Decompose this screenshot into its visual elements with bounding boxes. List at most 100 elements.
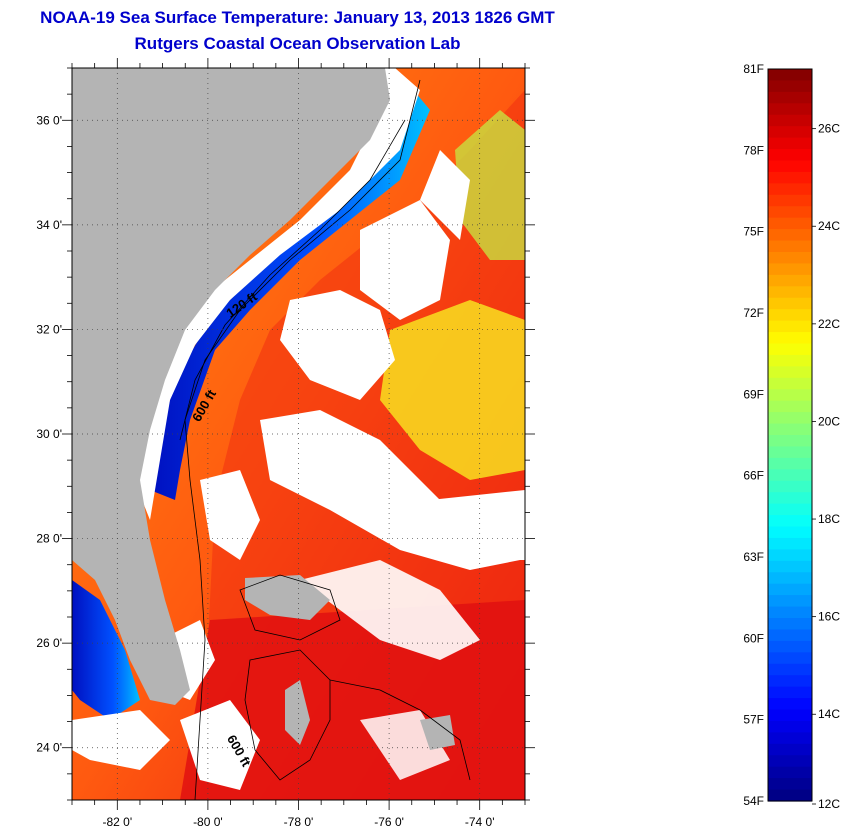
map-subtitle: Rutgers Coastal Ocean Observation Lab <box>134 34 461 53</box>
colorbar-swatch <box>768 457 812 470</box>
lat-lon-grid <box>72 68 525 800</box>
celsius-label: 20C <box>818 414 840 428</box>
bahamas-island-3 <box>420 715 455 750</box>
colorbar-swatch <box>768 114 812 127</box>
colorbar-swatch <box>768 80 812 93</box>
colorbar-swatch <box>768 389 812 402</box>
x-tick-label: -80 0' <box>193 815 223 829</box>
colorbar-swatch <box>768 537 812 550</box>
celsius-label: 16C <box>818 610 840 624</box>
colorbar-swatch <box>768 469 812 482</box>
colorbar-swatch <box>768 526 812 539</box>
colorbar-swatch <box>768 480 812 493</box>
colorbar-swatch <box>768 286 812 299</box>
colorbar-swatch <box>768 640 812 653</box>
colorbar-swatch <box>768 583 812 596</box>
colorbar-swatch <box>768 492 812 505</box>
map-title: NOAA-19 Sea Surface Temperature: January… <box>40 8 555 27</box>
colorbar-swatch <box>768 675 812 688</box>
temperature-colorbar: 81F 78F 75F 72F 69F 66F 63F 60F 57F 54F 12C 14C 16C 1… <box>743 62 840 811</box>
x-tick-label: -74 0' <box>465 815 495 829</box>
fahrenheit-label: 57F <box>743 713 764 727</box>
colorbar-swatch <box>768 377 812 390</box>
fahrenheit-label: 81F <box>743 62 764 76</box>
colorbar-swatch <box>768 194 812 207</box>
colorbar-swatch <box>768 560 812 573</box>
colorbar-swatch <box>768 206 812 219</box>
colorbar-swatch <box>768 629 812 642</box>
colorbar-swatch <box>768 778 812 791</box>
colorbar-swatch <box>768 240 812 253</box>
fahrenheit-label: 72F <box>743 306 764 320</box>
mainland <box>72 68 390 705</box>
colorbar-swatch <box>768 320 812 333</box>
y-tick-label: 24 0' <box>36 741 62 755</box>
y-tick-label: 36 0' <box>36 113 62 127</box>
colorbar-swatch <box>768 698 812 711</box>
colorbar-swatch <box>768 549 812 562</box>
bahamas-island-1 <box>245 575 330 620</box>
northeast-region <box>455 110 525 260</box>
celsius-label: 26C <box>818 122 840 136</box>
colorbar-swatch <box>768 743 812 756</box>
colorbar-swatch <box>768 435 812 448</box>
fahrenheit-label: 75F <box>743 225 764 239</box>
y-tick-label: 30 0' <box>36 427 62 441</box>
colorbar-swatch <box>768 515 812 528</box>
colorbar-swatch <box>768 126 812 139</box>
colorbar-swatch <box>768 229 812 242</box>
celsius-label: 22C <box>818 317 840 331</box>
fahrenheit-label: 69F <box>743 387 764 401</box>
colorbar-swatch <box>768 252 812 265</box>
fahrenheit-label: 60F <box>743 631 764 645</box>
celsius-label: 18C <box>818 512 840 526</box>
colorbar-swatch <box>768 183 812 196</box>
colorbar-swatch <box>768 412 812 425</box>
colorbar-swatch <box>768 720 812 733</box>
colorbar-swatch <box>768 503 812 516</box>
colorbar-swatch <box>768 332 812 345</box>
y-tick-label: 32 0' <box>36 322 62 336</box>
colorbar-swatch <box>768 400 812 413</box>
map-frame <box>71 67 526 801</box>
colorbar-swatch <box>768 709 812 722</box>
colorbar-swatch <box>768 91 812 104</box>
sst-map: -82 0' -80 0' -78 0' -76 0' -74 0' 24 0' 26 0'… <box>36 58 535 829</box>
bahamas-island-2 <box>285 680 310 745</box>
colorbar-swatch <box>768 652 812 665</box>
colorbar-swatch <box>768 755 812 768</box>
colorbar-swatch <box>768 263 812 276</box>
gulf-shelf-water <box>72 580 140 720</box>
nearshore-cloud <box>130 68 420 520</box>
depth-contours <box>179 79 471 800</box>
colorbar-swatch <box>768 789 812 802</box>
axis-ticks: -82 0' -80 0' -78 0' -76 0' -74 0' 24 0' 26 0'… <box>36 58 535 829</box>
y-tick-label: 34 0' <box>36 218 62 232</box>
colorbar-swatch <box>768 137 812 150</box>
colorbar-swatch <box>768 663 812 676</box>
colorbar-swatch <box>768 274 812 287</box>
fahrenheit-label: 78F <box>743 143 764 157</box>
fahrenheit-label: 63F <box>743 550 764 564</box>
colorbar-swatch <box>768 217 812 230</box>
colorbar-swatch <box>768 309 812 322</box>
colorbar-swatch <box>768 366 812 379</box>
colorbar-swatch <box>768 572 812 585</box>
x-tick-label: -82 0' <box>102 815 132 829</box>
celsius-label: 12C <box>818 797 840 811</box>
celsius-label: 24C <box>818 219 840 233</box>
colorbar-frame <box>767 68 813 802</box>
x-tick-label: -76 0' <box>374 815 404 829</box>
colorbar-swatch <box>768 766 812 779</box>
celsius-label: 14C <box>818 707 840 721</box>
colorbar-swatch <box>768 354 812 367</box>
colorbar-swatch <box>768 149 812 162</box>
colorbar-labels: 81F 78F 75F 72F 69F 66F 63F 60F 57F 54F 12C 14C 16C 1… <box>743 62 840 811</box>
colorbar-swatch <box>768 343 812 356</box>
fahrenheit-label: 66F <box>743 469 764 483</box>
colorbar-swatch <box>768 69 812 82</box>
colorbar-swatch <box>768 171 812 184</box>
fahrenheit-label: 54F <box>743 794 764 808</box>
colorbar-swatch <box>768 103 812 116</box>
colorbar-swatch <box>768 732 812 745</box>
